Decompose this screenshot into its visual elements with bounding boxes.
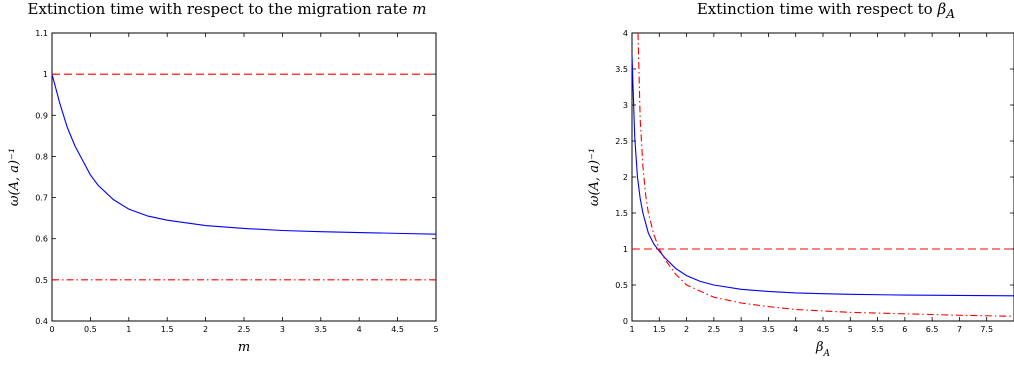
chart2-x-tick-label: 2 [684, 325, 689, 334]
chart1-x-tick-label: 1.5 [161, 325, 174, 334]
chart1-x-tick-label: 3.5 [314, 325, 327, 334]
chart2-x-tick-label: 5.5 [871, 325, 884, 334]
chart2-y-tick-label: 2 [623, 173, 628, 182]
chart2-x-axis-label: βA [815, 340, 831, 359]
chart1-y-tick-label: 0.5 [35, 276, 48, 285]
chart1-x-tick-label: 4 [357, 325, 362, 334]
chart2-x-tick-label: 1.5 [653, 325, 666, 334]
chart2-series-dashdot-line [637, 32, 1014, 317]
chart2-y-tick-label: 4 [623, 29, 628, 38]
chart2-plot-frame [631, 32, 1014, 322]
chart2-x-tick-label: 3.5 [762, 325, 775, 334]
chart1-y-tick-label: 0.6 [35, 235, 48, 244]
chart1-y-tick-label: 1.1 [35, 29, 48, 38]
chart2-series-solid-line [631, 54, 1014, 297]
chart1-x-tick-label: 0.5 [84, 325, 97, 334]
chart1-y-tick-label: 0.9 [35, 111, 48, 120]
chart2-x-tick-label: 4.5 [817, 325, 830, 334]
chart1-plot-frame [51, 32, 437, 322]
chart1-y-axis-label: ω(A, a)⁻¹ [7, 148, 22, 206]
chart2-x-tick-label: 2.5 [707, 325, 720, 334]
chart1-x-tick-label: 2 [203, 325, 208, 334]
chart1-x-axis-label: m [238, 340, 250, 355]
chart2-x-tick-label: 1 [629, 325, 634, 334]
chart2-x-tick-label: 7.5 [980, 325, 993, 334]
chart1-x-tick-label: 4.5 [391, 325, 404, 334]
chart-title-migration: Extinction time with respect to the migr… [27, 0, 427, 18]
chart2-y-tick-label: 0 [623, 317, 628, 326]
chart2-y-axis-label: ω(A, a)⁻¹ [587, 148, 602, 206]
chart2-y-tick-label: 0.5 [615, 281, 628, 290]
chart2-y-tick-label: 3 [623, 101, 628, 110]
chart2-x-tick-label: 4 [793, 325, 798, 334]
chart2-x-tick-label: 7 [957, 325, 962, 334]
chart1-y-tick-label: 0.7 [35, 194, 48, 203]
chart1-x-tick-label: 5 [433, 325, 438, 334]
chart2-x-tick-label: 6 [902, 325, 907, 334]
chart2-y-tick-label: 1 [623, 245, 628, 254]
chart1-y-tick-label: 0.4 [35, 317, 48, 326]
chart1-series-solid-line [51, 73, 437, 235]
chart2-x-tick-label: 3 [739, 325, 744, 334]
chart1-x-tick-label: 1 [126, 325, 131, 334]
chart1-y-tick-label: 0.8 [35, 152, 48, 161]
chart1-y-tick-label: 1 [43, 70, 48, 79]
chart2-y-tick-label: 1.5 [615, 209, 628, 218]
chart-title-beta: Extinction time with respect to βA [696, 0, 956, 21]
chart1-x-tick-label: 3 [280, 325, 285, 334]
chart1-x-tick-label: 2.5 [238, 325, 251, 334]
chart2-y-tick-label: 3.5 [615, 65, 628, 74]
chart2-x-tick-label: 6.5 [926, 325, 939, 334]
chart2-y-tick-label: 2.5 [615, 137, 628, 146]
chart1-x-tick-label: 0 [49, 325, 54, 334]
chart2-x-tick-label: 5 [848, 325, 853, 334]
